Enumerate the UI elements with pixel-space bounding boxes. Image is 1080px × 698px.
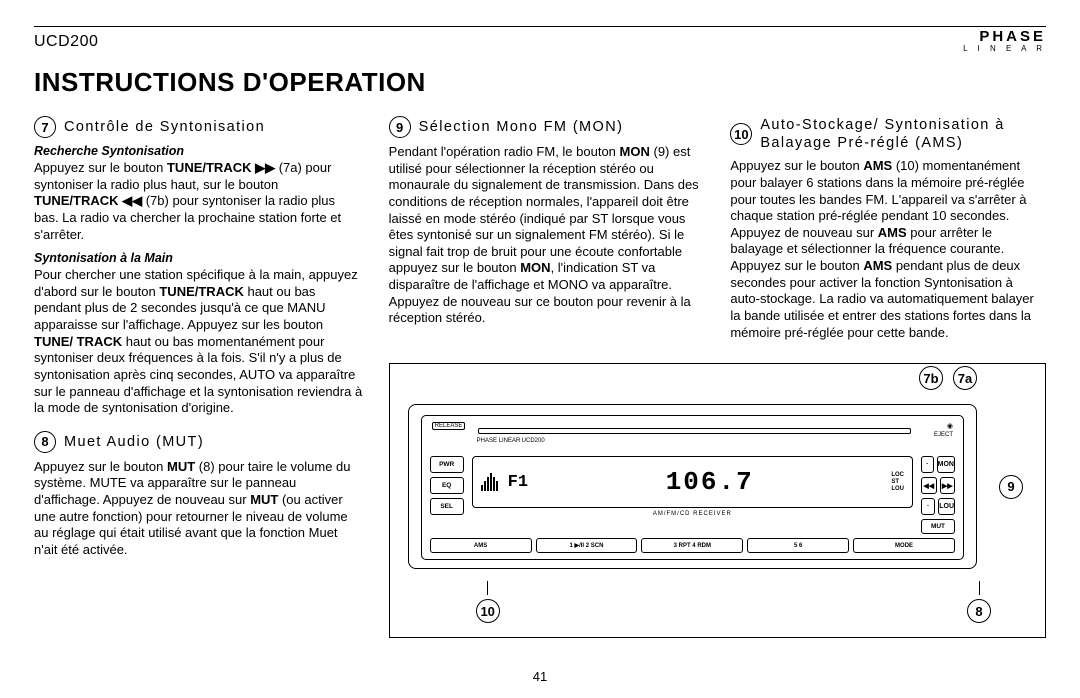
radio-unit: RELEASE ◉ EJECT PHASE LINEAR UCD200 PWR (408, 404, 977, 569)
eq-button: EQ (430, 477, 464, 494)
preset-34: 3 RPT 4 RDM (641, 538, 743, 553)
brand-block: PHASE L I N E A R (963, 29, 1046, 53)
mode-button: MODE (853, 538, 955, 553)
callout-8: 8 (967, 599, 991, 623)
brand-subline: L I N E A R (963, 45, 1046, 53)
callout-8-icon: 8 (34, 431, 56, 453)
callout-7a: 7a (953, 366, 977, 390)
model-code: UCD200 (34, 33, 98, 51)
radio-display: F1 106.7 LOC ST LOU (472, 456, 913, 508)
pwr-button: PWR (430, 456, 464, 473)
cd-slot (478, 428, 911, 434)
para-9: Pendant l'opération radio FM, le bouton … (389, 144, 705, 327)
bottom-callouts: 10 8 (408, 581, 1027, 623)
callout-10: 10 (476, 599, 500, 623)
mut-button: MUT (921, 519, 955, 534)
callout-10-icon: 10 (730, 123, 752, 145)
callout-7-icon: 7 (34, 116, 56, 138)
para-10: Appuyez sur le bouton AMS (10) momentané… (730, 158, 1046, 341)
radio-faceplate: RELEASE ◉ EJECT PHASE LINEAR UCD200 PWR (421, 415, 964, 560)
heading-7-title: Contrôle de Syntonisation (64, 118, 265, 136)
page-number: 41 (0, 669, 1080, 684)
tune-next-button: ▶▶ (940, 477, 956, 494)
lou-button: LOU (938, 498, 955, 515)
para-8: Appuyez sur le bouton MUT (8) pour taire… (34, 459, 363, 559)
ams-button: AMS (430, 538, 532, 553)
para-7a: Appuyez sur le bouton TUNE/TRACK ▶▶ (7a)… (34, 160, 363, 243)
leader-line (487, 581, 488, 595)
heading-9: 9 Sélection Mono FM (MON) (389, 116, 705, 138)
section-title: INSTRUCTIONS D'OPERATION (34, 67, 1046, 98)
subhead-main: Syntonisation à la Main (34, 251, 363, 265)
mon-button: MON (937, 456, 955, 473)
callout-9: 9 (999, 475, 1023, 499)
column-1: 7 Contrôle de Syntonisation Recherche Sy… (34, 112, 363, 638)
brand-logo: PHASE (963, 29, 1046, 44)
disp-dot-button: · (921, 456, 934, 473)
release-label: RELEASE (432, 422, 466, 430)
right-buttons: · MON ◀◀ ▶▶ · LOU (921, 456, 955, 534)
eq-bars-icon (481, 473, 498, 491)
display-status-icons: LOC ST LOU (891, 472, 904, 492)
heading-10: 10 Auto-Stockage/ Syntonisation à Balaya… (730, 116, 1046, 152)
receiver-label: AM/FM/CD RECEIVER (472, 511, 913, 517)
header-rule: UCD200 PHASE L I N E A R (34, 26, 1046, 57)
heading-10-title: Auto-Stockage/ Syntonisation à Balayage … (760, 116, 1046, 152)
figure-row: RELEASE ◉ EJECT PHASE LINEAR UCD200 PWR (408, 404, 1027, 569)
callout-7b: 7b (919, 366, 943, 390)
radio-model: UCD200 (522, 438, 545, 444)
heading-9-title: Sélection Mono FM (MON) (419, 118, 624, 136)
right-callouts: 9 (995, 475, 1027, 499)
manual-page: UCD200 PHASE L I N E A R INSTRUCTIONS D'… (0, 0, 1080, 698)
heading-8: 8 Muet Audio (MUT) (34, 431, 363, 453)
callout-10-wrap: 10 (476, 581, 500, 623)
preset-56: 5 6 (747, 538, 849, 553)
heading-7: 7 Contrôle de Syntonisation (34, 116, 363, 138)
preset-12: 1 ▶/II 2 SCN (536, 538, 638, 553)
band-dot-button: · (921, 498, 935, 515)
heading-8-title: Muet Audio (MUT) (64, 433, 204, 451)
para-7b: Pour chercher une station spécifique à l… (34, 267, 363, 417)
cd-logo-icon: ◉ (947, 422, 953, 430)
leader-line (979, 581, 980, 595)
tune-prev-button: ◀◀ (921, 477, 937, 494)
top-callouts: 7b 7a (919, 366, 977, 390)
display-wrap: F1 106.7 LOC ST LOU (472, 456, 913, 534)
left-buttons: PWR EQ SEL (430, 456, 464, 534)
display-left: F1 (481, 473, 528, 492)
radio-mid-row: PWR EQ SEL (430, 456, 955, 534)
columns-2-3-wrap: 9 Sélection Mono FM (MON) Pendant l'opér… (389, 112, 1046, 638)
column-2: 9 Sélection Mono FM (MON) Pendant l'opér… (389, 112, 705, 349)
radio-bottom-row: AMS 1 ▶/II 2 SCN 3 RPT 4 RDM 5 6 MODE (430, 538, 955, 553)
radio-brand: PHASE LINEAR (477, 438, 521, 444)
display-band: F1 (508, 473, 528, 492)
radio-figure: 7b 7a RELEASE ◉ EJECT PHASE LINEAR (389, 363, 1046, 638)
callout-9-icon: 9 (389, 116, 411, 138)
display-frequency: 106.7 (666, 467, 754, 497)
subhead-recherche: Recherche Syntonisation (34, 144, 363, 158)
callout-8-wrap: 8 (967, 581, 991, 623)
sel-button: SEL (430, 498, 464, 515)
column-3: 10 Auto-Stockage/ Syntonisation à Balaya… (730, 112, 1046, 349)
content-columns: 7 Contrôle de Syntonisation Recherche Sy… (34, 112, 1046, 638)
eject-label: EJECT (934, 432, 953, 438)
